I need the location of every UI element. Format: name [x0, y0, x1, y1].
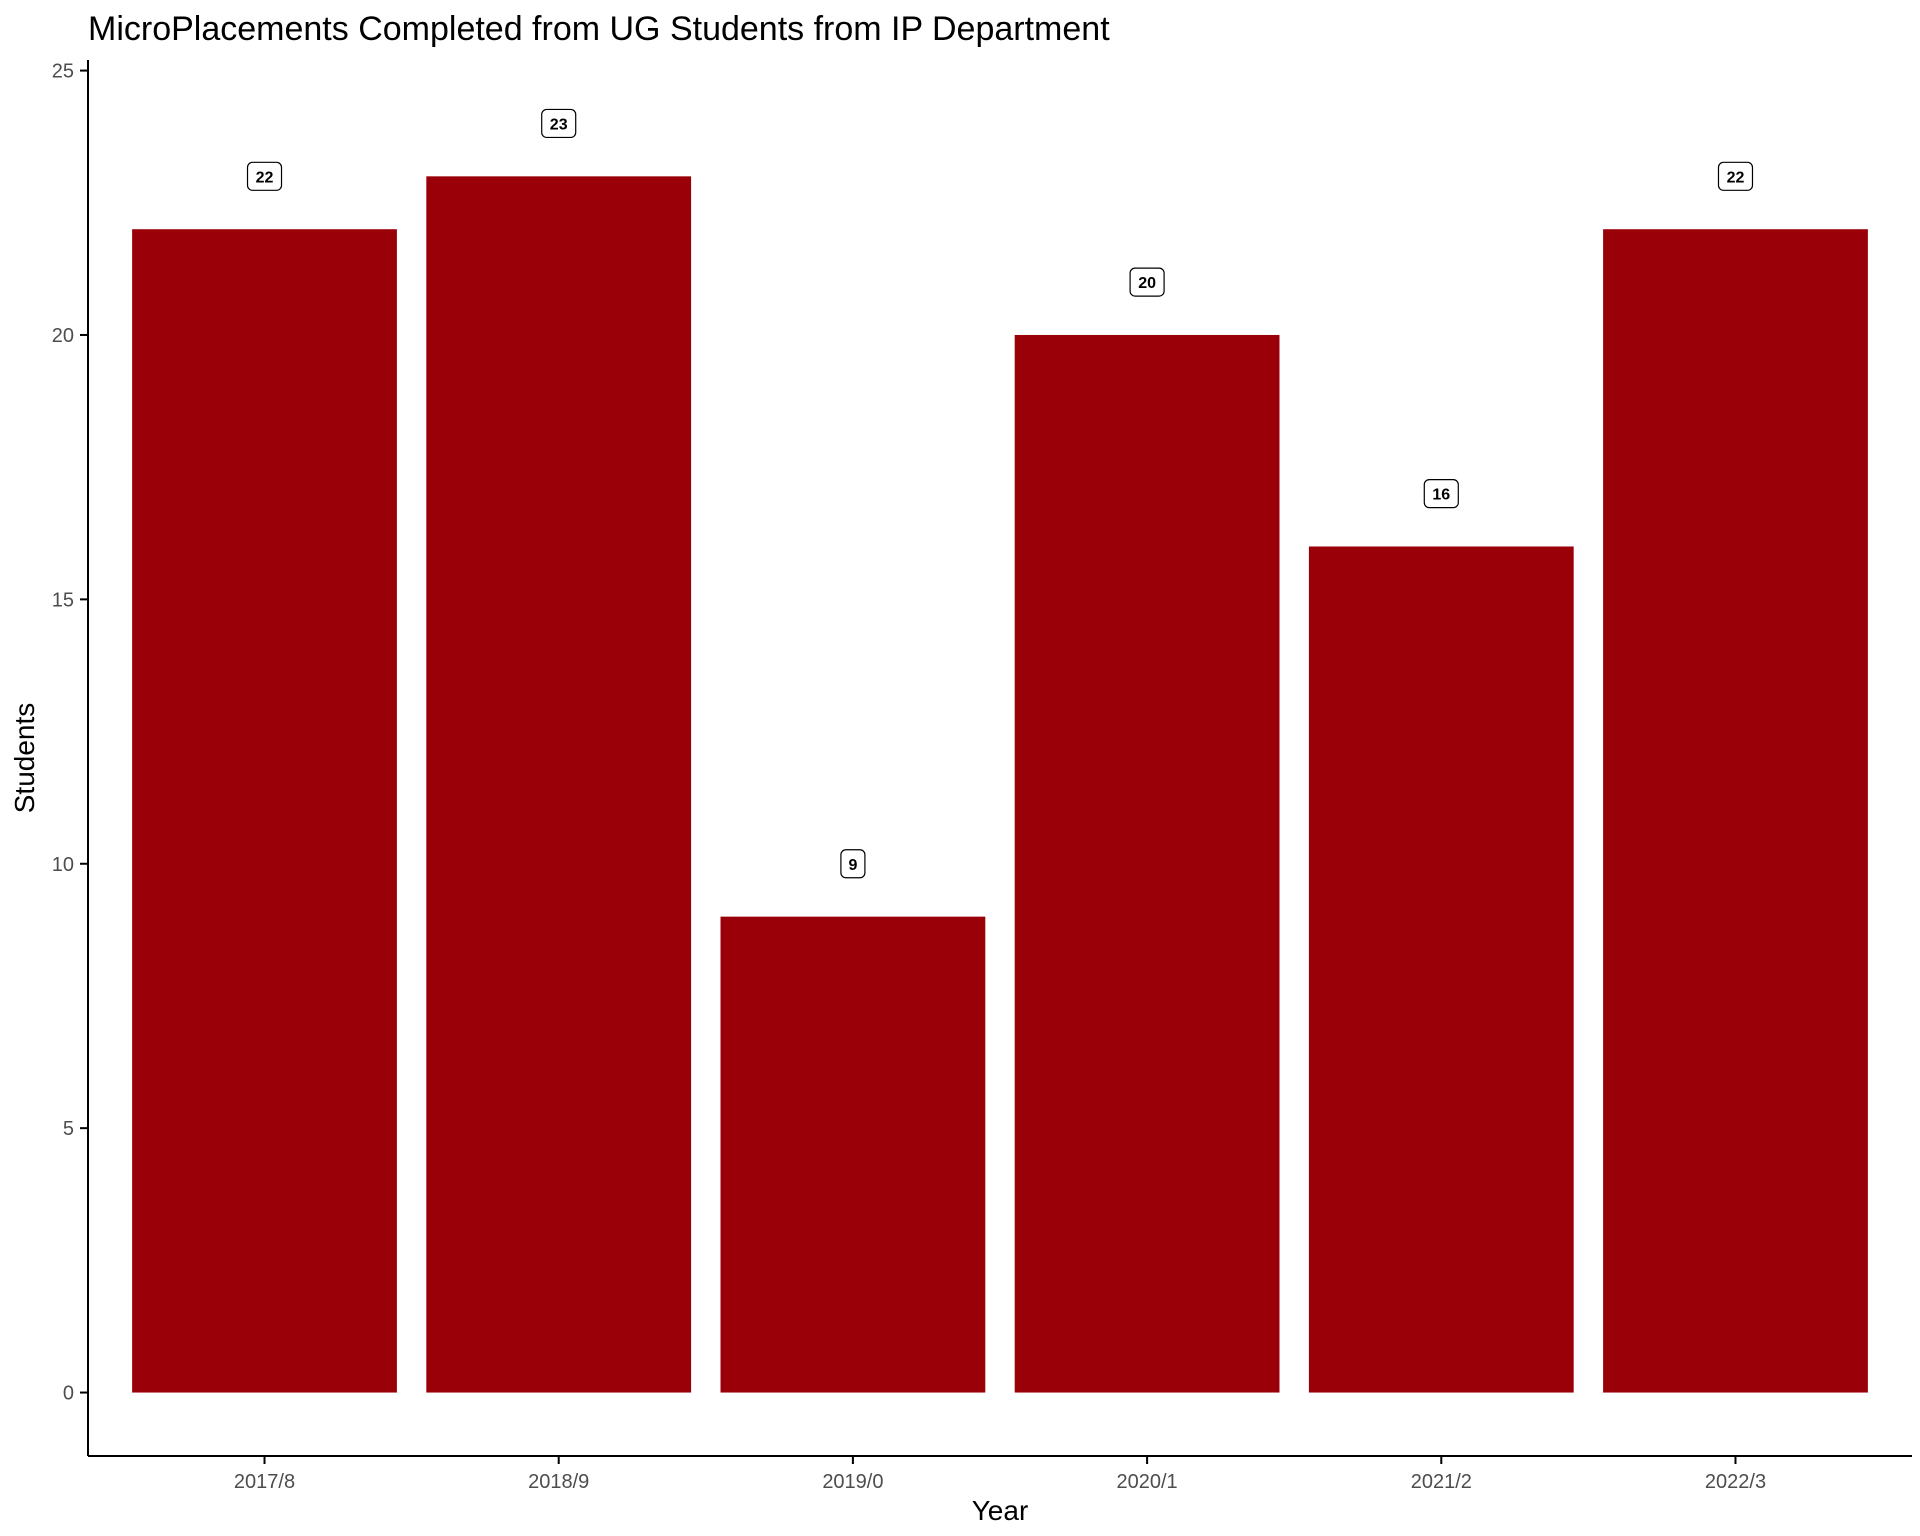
- y-ticks-group: 0 5 10 15 20 25: [52, 61, 88, 1405]
- y-tick-label: 20: [52, 325, 74, 347]
- y-tick-label: 0: [63, 1383, 74, 1405]
- x-tick-label: 2020/1: [1117, 1471, 1178, 1493]
- x-tick-label: 2017/8: [234, 1471, 295, 1493]
- bars-group: [132, 176, 1868, 1393]
- data-label-box: [246, 161, 283, 191]
- y-tick-label: 5: [63, 1118, 74, 1140]
- bar-2020/1: [1014, 334, 1280, 1393]
- data-label-box: [1423, 479, 1459, 509]
- x-tick-label: 2021/2: [1411, 1471, 1472, 1493]
- data-label-box: [1717, 161, 1754, 191]
- data-label: 22: [1727, 169, 1745, 186]
- data-label: 9: [848, 857, 857, 874]
- data-label-box: [541, 108, 577, 139]
- data-label: 22: [256, 169, 274, 186]
- y-tick-label: 15: [52, 589, 74, 611]
- x-tick-label: 2018/9: [528, 1471, 589, 1493]
- y-axis-title: Students: [9, 703, 40, 814]
- chart-title: MicroPlacements Completed from UG Studen…: [88, 10, 1110, 48]
- data-label-box: [840, 849, 866, 879]
- bar-2022/3: [1603, 229, 1868, 1393]
- y-tick-label: 10: [52, 854, 74, 876]
- data-label-box: [1129, 267, 1165, 297]
- x-tick-label: 2019/0: [822, 1471, 883, 1493]
- data-label: 16: [1432, 487, 1450, 504]
- x-ticks-group: 2017/8 2018/9 2019/0 2020/1 2021/2 2022/3: [234, 1456, 1766, 1493]
- bar-2021/2: [1308, 546, 1574, 1393]
- data-label: 23: [550, 116, 568, 133]
- x-tick-label: 2022/3: [1705, 1471, 1766, 1493]
- data-labels-group: 22 23 9 20 16 22: [246, 108, 1754, 879]
- bar-2018/9: [426, 176, 692, 1393]
- data-label: 20: [1138, 275, 1156, 292]
- bar-2017/8: [132, 229, 397, 1393]
- y-tick-label: 25: [52, 61, 74, 83]
- bar-2019/0: [720, 916, 986, 1393]
- x-axis-title: Year: [972, 1495, 1029, 1526]
